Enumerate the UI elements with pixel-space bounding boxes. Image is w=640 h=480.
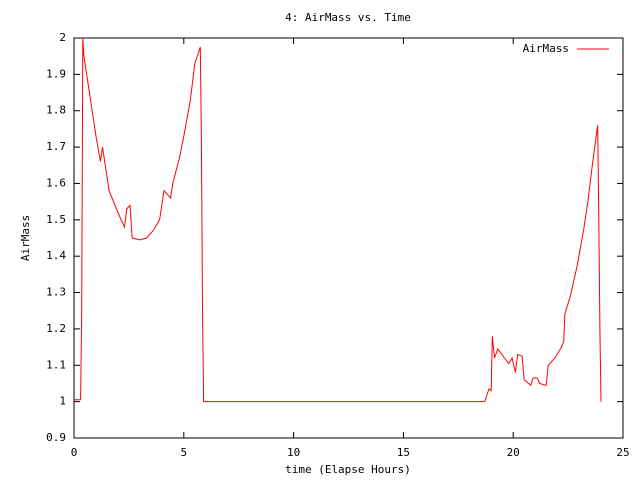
y-tick-label: 1.5 <box>46 213 66 226</box>
x-axis-label: time (Elapse Hours) <box>285 463 411 476</box>
y-tick-label: 1.1 <box>46 358 66 371</box>
y-tick-label: 1.4 <box>46 249 66 262</box>
x-tick-label: 0 <box>71 446 78 459</box>
x-tick-label: 20 <box>507 446 520 459</box>
legend-label: AirMass <box>523 42 569 55</box>
y-tick-label: 1.9 <box>46 67 66 80</box>
y-tick-label: 0.9 <box>46 431 66 444</box>
x-tick-label: 25 <box>616 446 629 459</box>
y-tick-label: 1.7 <box>46 140 66 153</box>
x-tick-label: 10 <box>287 446 300 459</box>
chart-title: 4: AirMass vs. Time <box>285 11 411 24</box>
x-tick-label: 5 <box>180 446 187 459</box>
plot-border <box>73 37 624 439</box>
y-tick-label: 1 <box>59 395 66 408</box>
y-tick-label: 1.2 <box>46 322 66 335</box>
series-line <box>74 37 602 403</box>
y-tick-label: 1.6 <box>46 176 66 189</box>
y-axis-label: AirMass <box>19 215 32 261</box>
x-tick-label: 15 <box>397 446 410 459</box>
y-tick-label: 1.3 <box>46 286 66 299</box>
y-tick-label: 2 <box>59 31 66 44</box>
y-tick-label: 1.8 <box>46 104 66 117</box>
